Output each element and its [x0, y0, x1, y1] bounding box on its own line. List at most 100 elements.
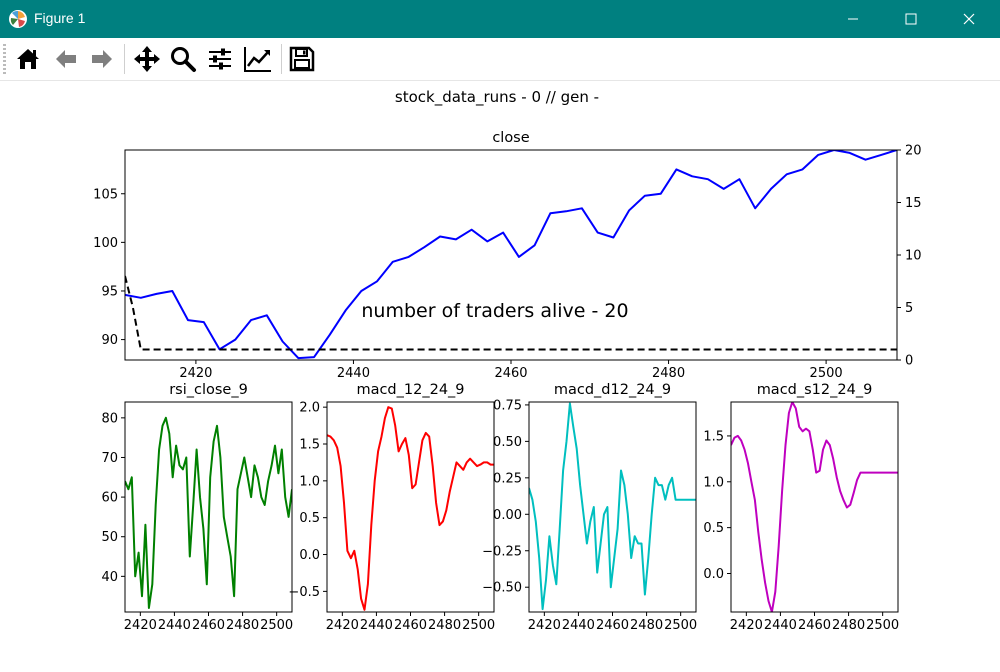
- axes-title: rsi_close_9: [169, 382, 248, 398]
- save-icon: [289, 46, 315, 72]
- toolbar-separator: [124, 44, 125, 74]
- forward-arrow-icon: [92, 50, 112, 68]
- x-tick-label: 2420: [730, 618, 763, 633]
- x-tick-label: 2440: [158, 618, 191, 633]
- minimize-button[interactable]: [824, 0, 882, 38]
- axes-title: macd_12_24_9: [356, 382, 464, 398]
- configure-subplots-icon: [209, 48, 231, 70]
- y-tick-label: 0.25: [493, 471, 522, 486]
- x-tick-label: 2460: [798, 618, 831, 633]
- y-tick-label: −0.25: [482, 544, 522, 559]
- subplot-macd-12-24-9: 2420 2440 2460 2480 2500 −0.5 0.0 0.5 1.0 1.5 2.0 m…: [288, 382, 495, 633]
- x-tick-label: 2440: [360, 618, 393, 633]
- x-tick-label: 2500: [866, 618, 899, 633]
- y-tick-label: 105: [93, 187, 118, 202]
- figure-canvas: stock_data_runs - 0 // gen - 2420 2440 246…: [93, 88, 921, 633]
- maximize-button[interactable]: [882, 0, 940, 38]
- series-line: [125, 150, 897, 360]
- axes-frame: [124, 149, 898, 361]
- y-tick-label: 95: [101, 284, 118, 299]
- subplot-macd-s12-24-9: 2420 2440 2460 2480 2500 0.0 0.5 1.0 1.5 macd_s12…: [703, 382, 899, 633]
- series-line: [731, 402, 898, 612]
- y-tick-label: 50: [101, 530, 118, 545]
- axes-frame: [326, 401, 495, 613]
- close-icon: [963, 13, 975, 25]
- x-tick-label: 2500: [260, 618, 293, 633]
- toolbar-separator: [281, 44, 282, 74]
- y-tick-label: 80: [101, 411, 118, 426]
- y-tick-label: 0.75: [493, 398, 522, 413]
- x-tick-label: 2440: [562, 618, 595, 633]
- y2-tick-label: 15: [905, 196, 922, 211]
- traders-alive-annotation: number of traders alive - 20: [361, 300, 628, 322]
- x-tick-label: 2480: [652, 366, 685, 381]
- x-tick-label: 2480: [832, 618, 865, 633]
- subplot-close: 2420 2440 2460 2480 2500 90 95 100 105 0 5 10 15 20 cl…: [93, 130, 921, 381]
- edit-axis-icon: [244, 47, 271, 72]
- pan-button[interactable]: [130, 42, 164, 76]
- y-tick-label: 1.0: [703, 475, 724, 490]
- y-tick-label: 90: [101, 333, 118, 348]
- axes-title: close: [492, 130, 529, 146]
- x-tick-label: 2460: [192, 618, 225, 633]
- x-tick-label: 2460: [494, 366, 527, 381]
- zoom-button[interactable]: [166, 42, 200, 76]
- x-tick-label: 2500: [810, 366, 843, 381]
- x-tick-label: 2440: [764, 618, 797, 633]
- x-tick-label: 2420: [326, 618, 359, 633]
- x-tick-label: 2500: [462, 618, 495, 633]
- maximize-icon: [905, 13, 917, 25]
- axes-title: macd_s12_24_9: [757, 382, 873, 398]
- series-line: [125, 275, 897, 351]
- y-tick-label: 0.50: [493, 435, 522, 450]
- x-tick-label: 2500: [664, 618, 697, 633]
- forward-button[interactable]: [85, 42, 119, 76]
- y-tick-label: 70: [101, 451, 118, 466]
- edit-axis-button[interactable]: [241, 42, 275, 76]
- save-button[interactable]: [285, 42, 319, 76]
- x-tick-label: 2460: [596, 618, 629, 633]
- toolbar-grip: [3, 44, 6, 74]
- series-line: [327, 406, 494, 611]
- y2-tick-label: 5: [905, 301, 913, 316]
- home-button[interactable]: [11, 42, 45, 76]
- back-button[interactable]: [49, 42, 83, 76]
- x-tick-label: 2440: [337, 366, 370, 381]
- minimize-icon: [848, 18, 858, 20]
- app-icon: [8, 9, 28, 29]
- y-tick-label: −0.5: [288, 585, 320, 600]
- y-tick-label: 40: [101, 570, 118, 585]
- y2-tick-label: 0: [905, 354, 913, 369]
- window-title: Figure 1: [34, 10, 86, 26]
- y-tick-label: 1.5: [703, 429, 724, 444]
- home-icon: [17, 49, 39, 69]
- axes-title: macd_d12_24_9: [554, 382, 671, 398]
- zoom-icon: [171, 47, 196, 72]
- y-tick-label: 0.0: [703, 567, 724, 582]
- x-tick-label: 2480: [226, 618, 259, 633]
- y-tick-label: 0.5: [703, 521, 724, 536]
- series-line: [529, 402, 696, 611]
- y-tick-label: 0.5: [299, 511, 320, 526]
- close-button[interactable]: [940, 0, 998, 38]
- x-tick-label: 2420: [179, 366, 212, 381]
- figure-suptitle: stock_data_runs - 0 // gen -: [395, 88, 599, 107]
- window-title-bar: Figure 1: [0, 0, 1000, 38]
- y-tick-label: 60: [101, 491, 118, 506]
- series-line: [125, 416, 292, 609]
- y2-tick-label: 20: [905, 144, 922, 159]
- y-tick-label: 1.0: [299, 474, 320, 489]
- pan-icon: [134, 46, 160, 72]
- x-tick-label: 2480: [428, 618, 461, 633]
- configure-subplots-button[interactable]: [203, 42, 237, 76]
- subplot-macd-d12-24-9: 2420 2440 2460 2480 2500 −0.50 −0.25 0.00 0.25 0.…: [482, 382, 697, 633]
- subplot-rsi-close-9: 2420 2440 2460 2480 2500 40 50 60 70 80 rsi_close_…: [101, 382, 293, 633]
- back-arrow-icon: [56, 50, 76, 68]
- y2-tick-label: 10: [905, 249, 922, 264]
- x-tick-label: 2420: [528, 618, 561, 633]
- navigation-toolbar: [0, 38, 1000, 81]
- x-tick-label: 2460: [394, 618, 427, 633]
- y-tick-label: 0.0: [299, 548, 320, 563]
- y-tick-label: 0.00: [493, 508, 522, 523]
- x-tick-label: 2420: [124, 618, 157, 633]
